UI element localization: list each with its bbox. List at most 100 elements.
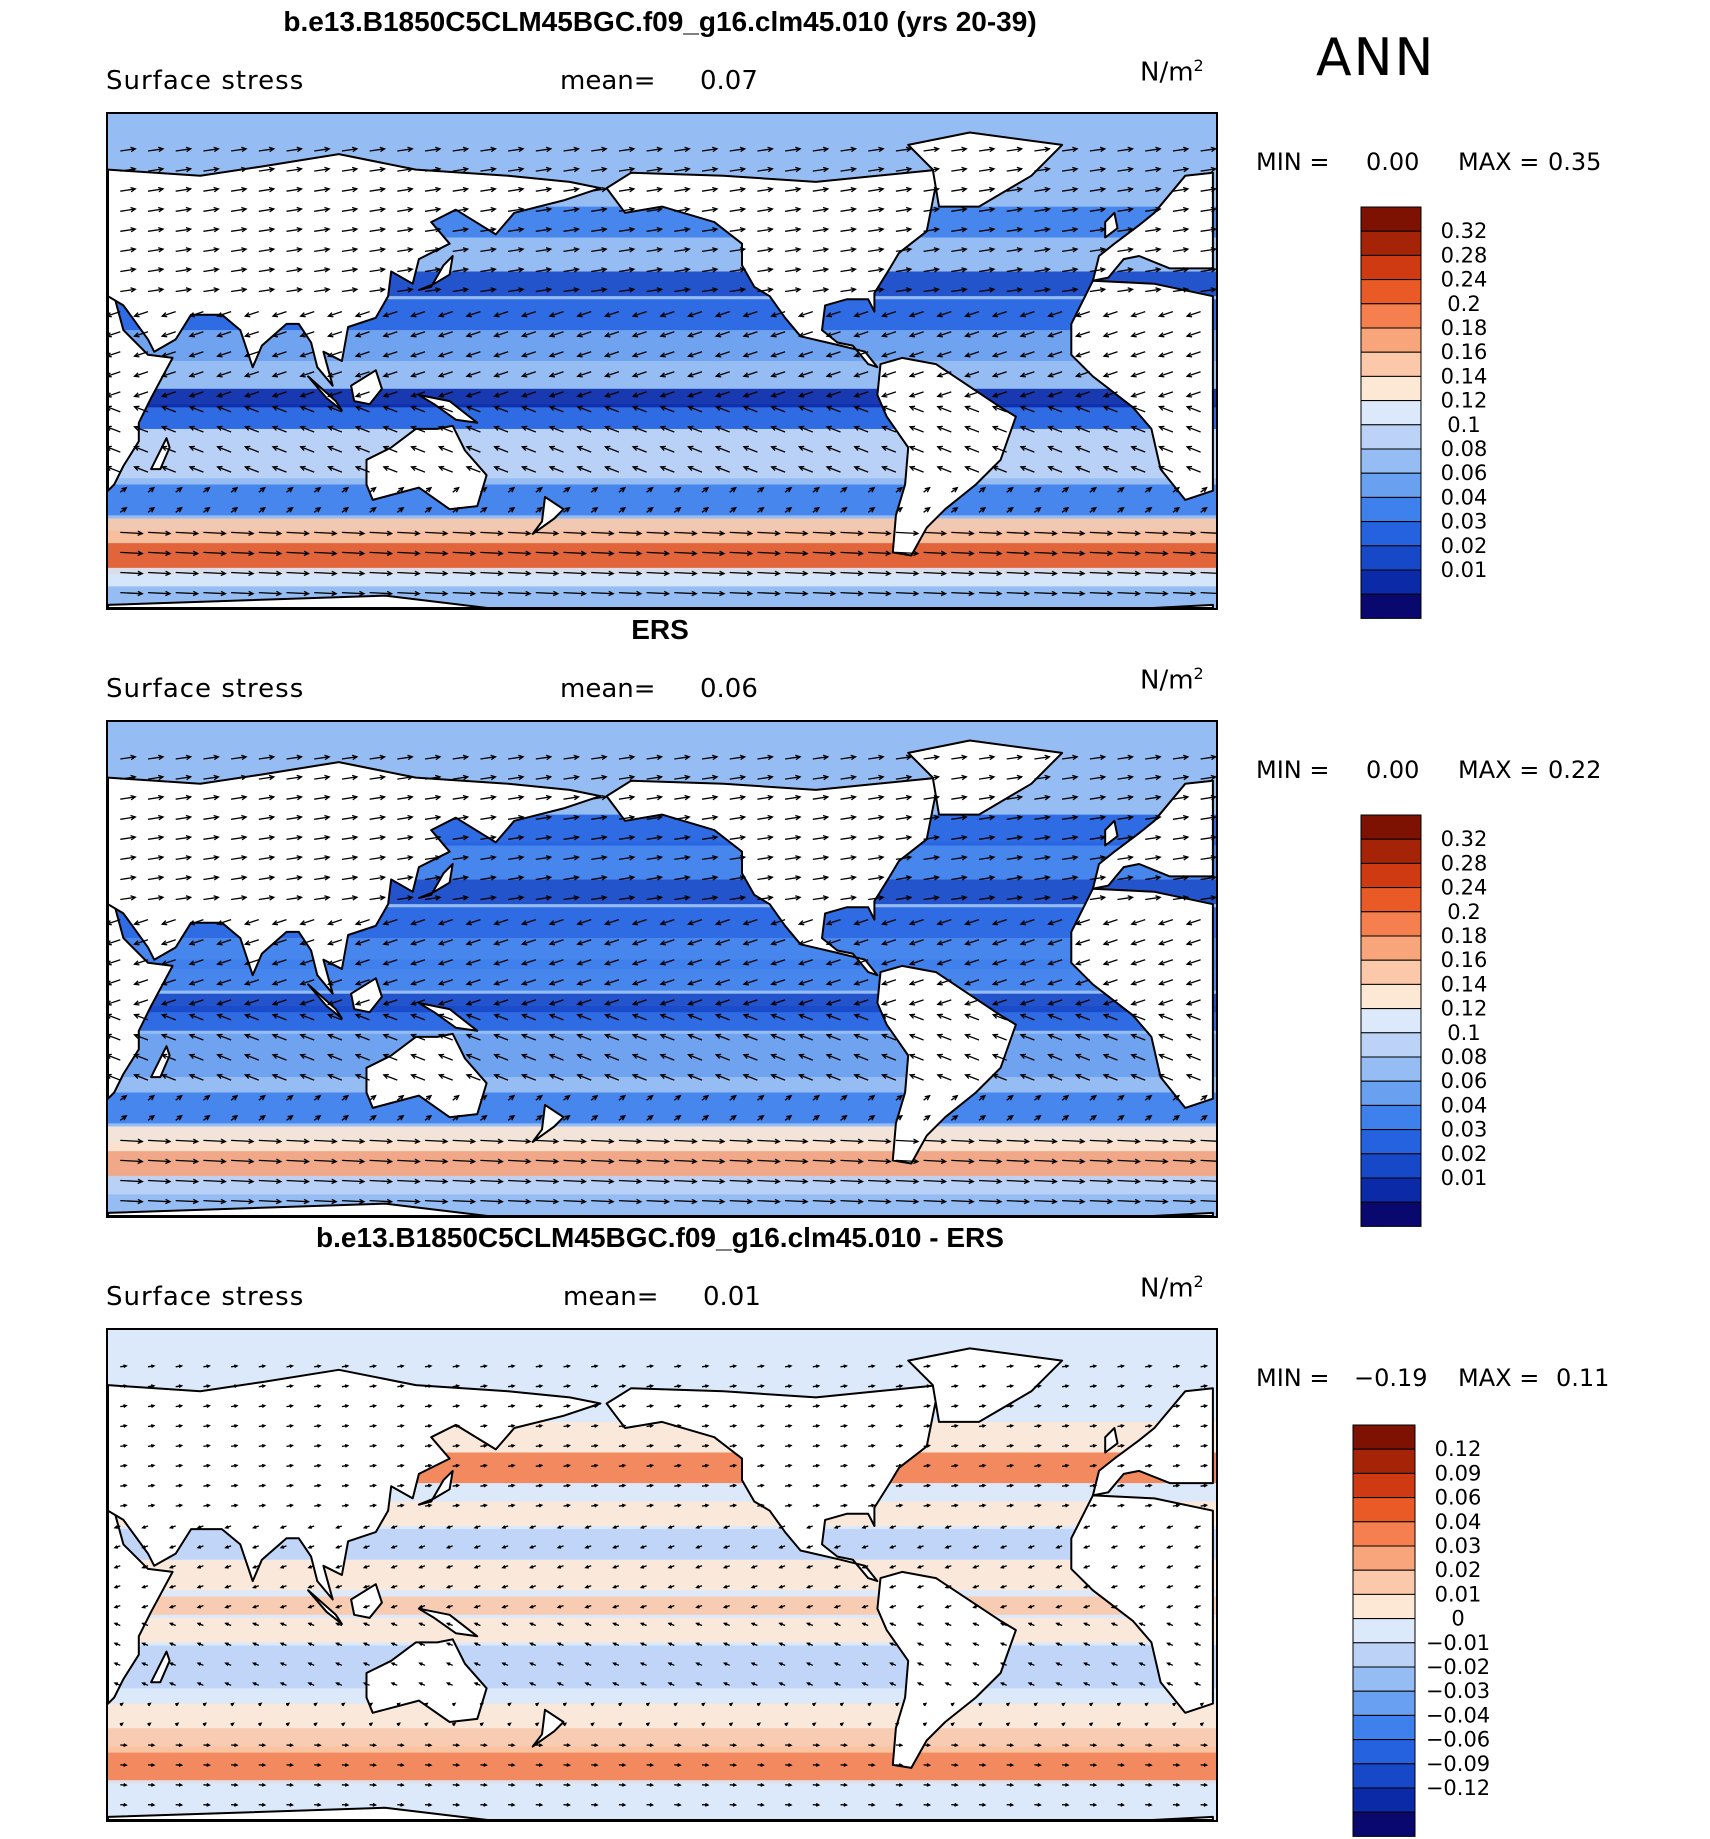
panel-1-mean-label: mean= xyxy=(560,66,656,96)
colorbar-2-segment xyxy=(1361,1105,1421,1129)
panel-2-min-value: 0.00 xyxy=(1366,756,1419,784)
panel-3-map xyxy=(106,1328,1218,1822)
panel-3-mean-value: 0.01 xyxy=(703,1282,761,1312)
colorbar-2-svg: 0.320.280.240.20.180.160.140.120.10.080.… xyxy=(1360,814,1530,1229)
colorbar-2-segment xyxy=(1361,888,1421,912)
colorbar-2-segment xyxy=(1361,1178,1421,1202)
colorbar-2-segment xyxy=(1361,1057,1421,1081)
colorbar-1-segment xyxy=(1361,280,1421,304)
panel-3-variable: Surface stress xyxy=(106,1282,304,1312)
colorbar-1-label: 0.08 xyxy=(1441,437,1488,461)
stress-band xyxy=(108,429,1216,478)
panel-3-title: b.e13.B1850C5CLM45BGC.f09_g16.clm45.010 … xyxy=(108,1222,1212,1254)
colorbar-2-label: 0.18 xyxy=(1441,924,1488,948)
panel-1-min-value: 0.00 xyxy=(1366,148,1419,176)
colorbar-1-segment xyxy=(1361,425,1421,449)
colorbar-2-segment xyxy=(1361,1033,1421,1057)
colorbar-1-label: 0.28 xyxy=(1441,243,1488,267)
colorbar-2-label: 0.04 xyxy=(1441,1093,1488,1117)
panel-3-mean-label: mean= xyxy=(563,1282,659,1312)
stress-band xyxy=(108,1728,1216,1753)
colorbar-1-label: 0.2 xyxy=(1447,292,1480,316)
stress-band xyxy=(108,518,1216,543)
stress-band xyxy=(108,1780,1216,1798)
colorbar-1-segment xyxy=(1361,497,1421,521)
stress-band xyxy=(108,1618,1216,1643)
colorbar-1-svg: 0.320.280.240.20.180.160.140.120.10.080.… xyxy=(1360,206,1530,621)
colorbar-2-segment xyxy=(1361,815,1421,839)
panel-2-min-label: MIN = xyxy=(1256,756,1329,784)
panel-2-map xyxy=(106,720,1218,1218)
colorbar-1-segment xyxy=(1361,473,1421,497)
panel-2-max-value: 0.22 xyxy=(1548,756,1601,784)
colorbar-2-label: 0.12 xyxy=(1441,997,1488,1021)
season-label: ANN xyxy=(1316,28,1435,88)
panel-1-map xyxy=(106,112,1218,610)
colorbar-2-label: 0.28 xyxy=(1441,851,1488,875)
panel-1-max-label: MAX = xyxy=(1458,148,1539,176)
stress-band xyxy=(108,1176,1216,1195)
panel-2-units: N/m2 xyxy=(1140,664,1204,696)
stress-band xyxy=(108,1126,1216,1151)
colorbar-2-label: 0.2 xyxy=(1447,900,1480,924)
colorbar-1-label: 0.02 xyxy=(1441,534,1488,558)
colorbar-1-label: 0.14 xyxy=(1441,364,1488,388)
colorbar-2-label: 0.16 xyxy=(1441,948,1488,972)
panel-1-variable: Surface stress xyxy=(106,66,304,96)
colorbar-2-segment xyxy=(1361,936,1421,960)
colorbar-1-segment xyxy=(1361,352,1421,376)
colorbar-1-label: 0.06 xyxy=(1441,461,1488,485)
colorbar-2-segment xyxy=(1361,912,1421,936)
colorbar-2-segment xyxy=(1361,839,1421,863)
colorbar-2-label: 0.24 xyxy=(1441,876,1488,900)
colorbar-1-label: 0.1 xyxy=(1447,413,1480,437)
panel-2-mean-label: mean= xyxy=(560,674,656,704)
colorbar-1-label: 0.03 xyxy=(1441,510,1488,534)
colorbar-2-label: 0.06 xyxy=(1441,1069,1488,1093)
panel-2-mean-value: 0.06 xyxy=(700,674,758,704)
colorbar-2-segment xyxy=(1361,863,1421,887)
panel-3-units: N/m2 xyxy=(1140,1272,1204,1304)
map-2-svg xyxy=(108,722,1216,1216)
colorbar-2-label: 0.01 xyxy=(1441,1166,1488,1190)
colorbar-2-label: 0.14 xyxy=(1441,972,1488,996)
colorbar-1-label: 0.24 xyxy=(1441,268,1488,292)
colorbar-2-segment xyxy=(1361,1009,1421,1033)
colorbar-1-label: 0.16 xyxy=(1441,340,1488,364)
stress-band xyxy=(108,1560,1216,1591)
colorbar-2-label: 0.08 xyxy=(1441,1045,1488,1069)
colorbar-1-segment xyxy=(1361,231,1421,255)
panel-2-max-label: MAX = xyxy=(1458,756,1539,784)
colorbar-2-segment xyxy=(1361,984,1421,1008)
colorbar-1-segment xyxy=(1361,401,1421,425)
stress-band xyxy=(108,1645,1216,1688)
panel-2-variable: Surface stress xyxy=(106,674,304,704)
colorbar-2-segment xyxy=(1361,1154,1421,1178)
colorbar-1-label: 0.01 xyxy=(1441,558,1488,582)
colorbar-1-label: 0.04 xyxy=(1441,485,1488,509)
stress-band xyxy=(108,1093,1216,1124)
colorbar-2-label: 0.32 xyxy=(1441,827,1488,851)
colorbar-1-segment xyxy=(1361,546,1421,570)
colorbar-1-segment xyxy=(1361,255,1421,279)
colorbar-2-label: 0.1 xyxy=(1447,1021,1480,1045)
panel-1-max-value: 0.35 xyxy=(1548,148,1601,176)
colorbar-2-segment xyxy=(1361,1202,1421,1226)
colorbar-1-segment xyxy=(1361,328,1421,352)
stress-band xyxy=(108,568,1216,587)
colorbar-1-segment xyxy=(1361,304,1421,328)
colorbar-1-segment xyxy=(1361,594,1421,618)
colorbar-1-label: 0.18 xyxy=(1441,316,1488,340)
colorbar-2-segment xyxy=(1361,1130,1421,1154)
panel-1-title: b.e13.B1850C5CLM45BGC.f09_g16.clm45.010 … xyxy=(108,6,1212,38)
stress-band xyxy=(108,1596,1216,1614)
map-3-svg xyxy=(108,1330,1216,1820)
colorbar-2-label: 0.02 xyxy=(1441,1142,1488,1166)
panel-1-min-label: MIN = xyxy=(1256,148,1329,176)
panel-1-units: N/m2 xyxy=(1140,56,1204,88)
colorbar-1-segment xyxy=(1361,570,1421,594)
map-1-svg xyxy=(108,114,1216,608)
colorbar-1-segment xyxy=(1361,376,1421,400)
